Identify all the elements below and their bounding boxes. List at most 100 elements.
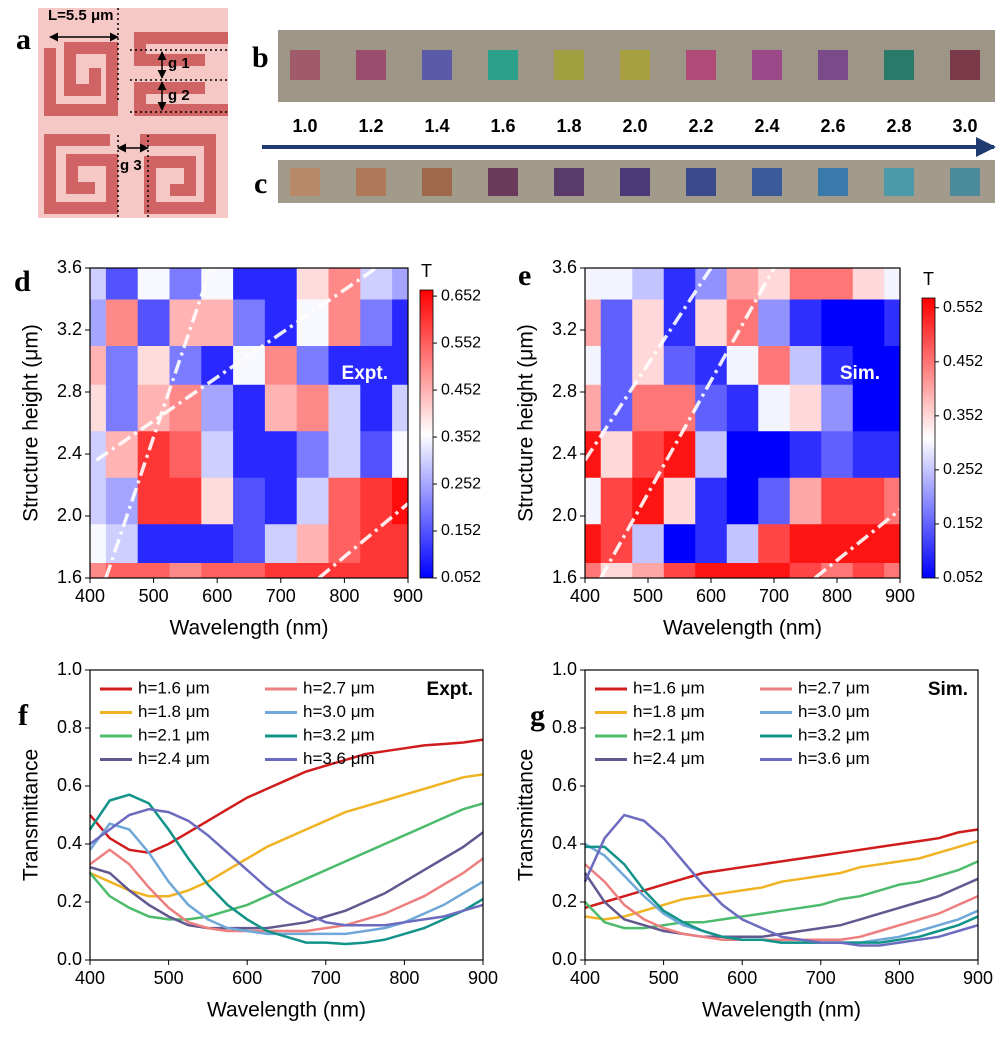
plot-frame bbox=[89, 669, 484, 961]
heatmap-cell bbox=[137, 345, 170, 385]
x-tick-label: 800 bbox=[389, 968, 419, 988]
series-line bbox=[584, 828, 979, 909]
x-tick-label: 600 bbox=[202, 586, 232, 606]
heatmap-cell bbox=[264, 562, 298, 578]
heatmap-cell bbox=[233, 430, 266, 478]
height-label: 1.0 bbox=[292, 116, 317, 136]
heatmap bbox=[90, 268, 408, 578]
heatmap-cell bbox=[585, 384, 602, 432]
heatmap-cell bbox=[137, 562, 170, 578]
x-tick-label: 600 bbox=[232, 968, 262, 988]
heatmap-cell bbox=[201, 477, 234, 525]
heatmap-cell bbox=[789, 430, 822, 478]
x-tick-label: 800 bbox=[822, 586, 852, 606]
heatmap-cell bbox=[360, 299, 393, 346]
heatmap-cell bbox=[360, 477, 393, 525]
heatmap-cell bbox=[585, 345, 602, 385]
heatmap-cell bbox=[90, 384, 107, 432]
heatmap-cell bbox=[600, 384, 633, 432]
y-tick-label: 1.0 bbox=[552, 659, 577, 679]
heatmap-cell bbox=[201, 562, 234, 578]
color-square bbox=[290, 168, 320, 196]
heatmap-cell bbox=[884, 430, 900, 478]
heatmap-cell bbox=[758, 299, 791, 346]
heatmap-cell bbox=[585, 477, 602, 525]
heatmap-cell bbox=[789, 299, 822, 346]
series-line bbox=[89, 738, 484, 854]
heatmap-cell bbox=[296, 477, 329, 525]
heatmap-cell bbox=[600, 268, 633, 300]
heatmap-cell bbox=[264, 384, 298, 432]
heatmap-cell bbox=[632, 562, 665, 578]
series-line bbox=[583, 872, 979, 939]
heatmap-cell bbox=[137, 477, 170, 525]
colorbar-tick-label: 0.252 bbox=[441, 475, 481, 492]
heatmap-cell bbox=[360, 430, 393, 478]
legend-label: h=3.2 μm bbox=[303, 725, 375, 744]
heatmap-cell bbox=[884, 345, 900, 385]
heatmap-cell bbox=[169, 430, 202, 478]
heatmap-cell bbox=[233, 268, 266, 300]
heatmap-cell bbox=[392, 299, 408, 346]
heatmap-cell bbox=[884, 523, 900, 563]
gap-label: g 1 bbox=[168, 55, 190, 72]
y-tick-label: 1.6 bbox=[57, 567, 82, 587]
x-tick-label: 400 bbox=[75, 586, 105, 606]
colorbar-tick-label: 0.052 bbox=[943, 569, 983, 586]
color-square bbox=[950, 50, 980, 80]
heatmap-cell bbox=[821, 384, 854, 432]
heatmap-cell bbox=[201, 268, 234, 300]
x-tick-label: 400 bbox=[570, 968, 600, 988]
heatmap-cell bbox=[789, 523, 822, 563]
x-tick-label: 800 bbox=[884, 968, 914, 988]
series-line bbox=[89, 822, 484, 936]
heatmap-cell bbox=[233, 299, 266, 346]
legend-label: h=3.2 μm bbox=[798, 725, 870, 744]
height-label: 1.2 bbox=[358, 116, 383, 136]
colorbar-tick-label: 0.552 bbox=[943, 299, 983, 316]
heatmap-cell bbox=[90, 562, 107, 578]
heatmap-cell bbox=[726, 268, 759, 300]
series-line bbox=[89, 848, 484, 933]
y-tick-label: 0.4 bbox=[552, 833, 577, 853]
plot-frame bbox=[89, 267, 409, 579]
gap-label: g 3 bbox=[120, 157, 142, 174]
y-axis-label: Transmittance bbox=[515, 749, 538, 881]
heatmap-cell bbox=[789, 477, 822, 525]
panel-label: f bbox=[18, 699, 29, 732]
height-label: 1.8 bbox=[556, 116, 581, 136]
panel-label: g bbox=[530, 699, 545, 732]
x-axis-label: Wavelength (nm) bbox=[702, 999, 861, 1022]
heatmap-cell bbox=[695, 523, 728, 563]
x-tick-label: 900 bbox=[963, 968, 993, 988]
heatmap-cell bbox=[169, 523, 202, 563]
heatmap-cell bbox=[392, 430, 408, 478]
heatmap-cell bbox=[296, 562, 329, 578]
heatmap-cell bbox=[360, 384, 393, 432]
colorbar-label: T bbox=[421, 261, 432, 281]
heatmap-cell bbox=[105, 384, 139, 432]
y-tick-label: 1.0 bbox=[57, 659, 82, 679]
heatmap-cell bbox=[90, 299, 107, 346]
heatmap-cell bbox=[105, 268, 139, 300]
heatmap-cell bbox=[821, 299, 854, 346]
heatmap-cell bbox=[600, 345, 633, 385]
legend-label: h=1.6 μm bbox=[138, 678, 210, 697]
y-tick-label: 0.0 bbox=[57, 949, 82, 969]
y-tick-label: 0.0 bbox=[552, 949, 577, 969]
heatmap-cell bbox=[233, 345, 266, 385]
series-line bbox=[584, 863, 979, 941]
heatmap-cell bbox=[789, 345, 822, 385]
heatmap-cell bbox=[90, 477, 107, 525]
heatmap-cell bbox=[789, 384, 822, 432]
color-square bbox=[554, 168, 584, 196]
y-axis-label: Structure height (μm) bbox=[20, 324, 43, 522]
color-square bbox=[620, 50, 650, 80]
colorbar bbox=[419, 289, 434, 579]
heatmap-cell bbox=[632, 477, 665, 525]
y-tick-label: 2.4 bbox=[552, 443, 577, 463]
heatmap-cell bbox=[852, 430, 885, 478]
color-square bbox=[818, 50, 848, 80]
legend-label: h=3.0 μm bbox=[303, 702, 375, 721]
colorbar-tick-label: 0.252 bbox=[943, 461, 983, 478]
